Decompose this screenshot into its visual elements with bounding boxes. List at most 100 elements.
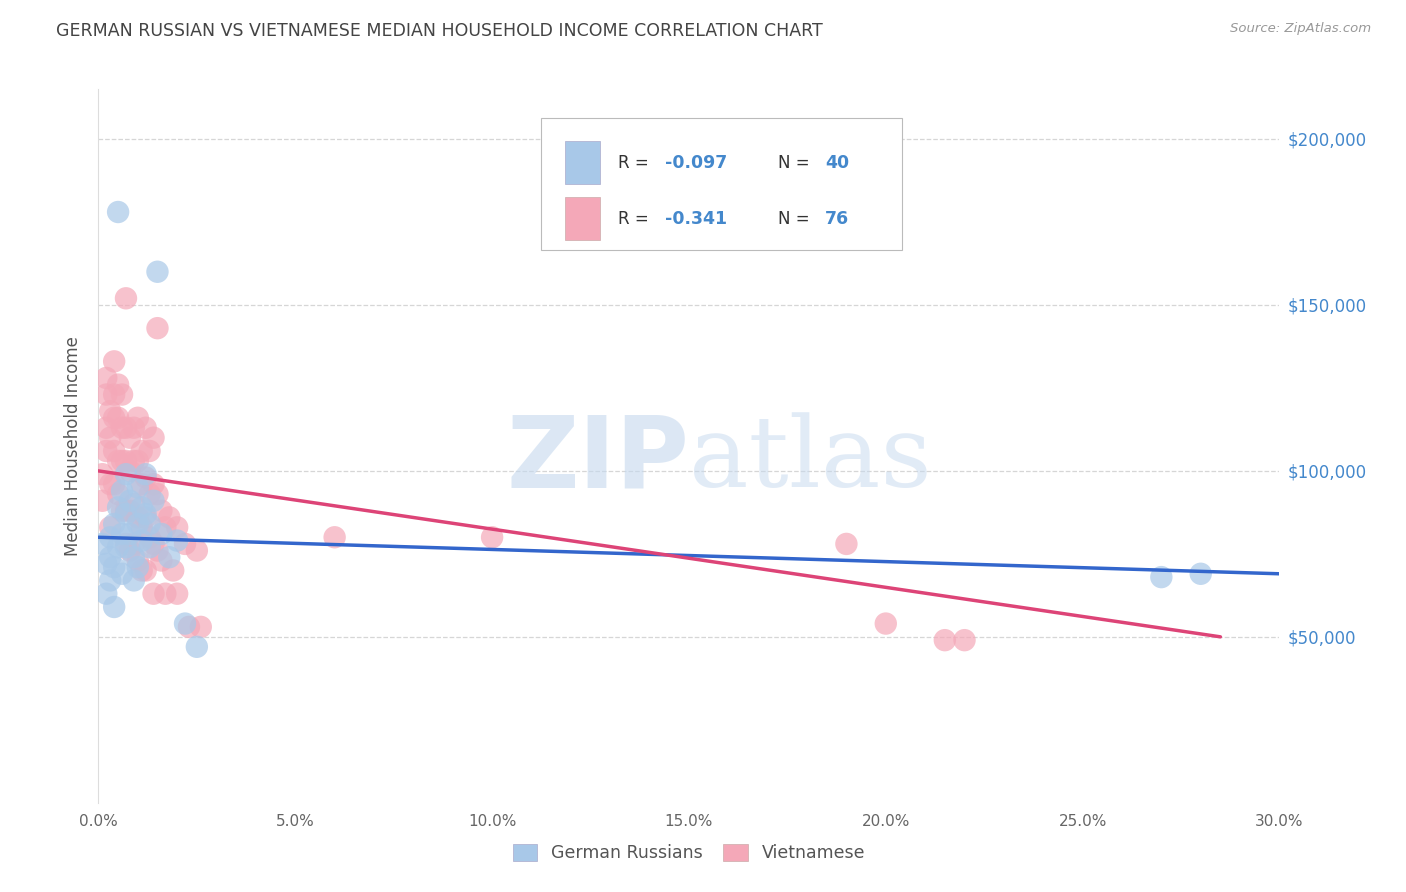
Point bbox=[111, 504, 134, 518]
Point bbox=[138, 487, 160, 501]
Text: R =: R = bbox=[619, 210, 659, 227]
Point bbox=[835, 537, 858, 551]
Point bbox=[157, 510, 180, 524]
Point bbox=[186, 640, 208, 654]
Text: atlas: atlas bbox=[689, 412, 932, 508]
Text: -0.341: -0.341 bbox=[665, 210, 727, 227]
Point bbox=[107, 500, 129, 515]
Point bbox=[91, 537, 114, 551]
Text: 40: 40 bbox=[825, 153, 849, 171]
Text: R =: R = bbox=[619, 153, 654, 171]
Point bbox=[131, 564, 153, 578]
Point bbox=[115, 454, 138, 468]
Point bbox=[953, 633, 976, 648]
Text: N =: N = bbox=[778, 153, 814, 171]
Point bbox=[135, 470, 157, 484]
Point bbox=[115, 504, 138, 518]
Point bbox=[118, 543, 141, 558]
Point bbox=[166, 520, 188, 534]
Point bbox=[155, 587, 177, 601]
Point bbox=[107, 205, 129, 219]
Text: GERMAN RUSSIAN VS VIETNAMESE MEDIAN HOUSEHOLD INCOME CORRELATION CHART: GERMAN RUSSIAN VS VIETNAMESE MEDIAN HOUS… bbox=[56, 22, 823, 40]
Point bbox=[150, 527, 173, 541]
Point bbox=[146, 543, 169, 558]
Point bbox=[127, 410, 149, 425]
Point bbox=[118, 464, 141, 478]
Point bbox=[1189, 566, 1212, 581]
Point bbox=[98, 530, 121, 544]
Point bbox=[174, 537, 197, 551]
Point bbox=[98, 477, 121, 491]
Point bbox=[115, 540, 138, 554]
Point bbox=[142, 431, 165, 445]
Point bbox=[875, 616, 897, 631]
Point bbox=[131, 520, 153, 534]
Point bbox=[142, 537, 165, 551]
Point bbox=[96, 421, 118, 435]
Point bbox=[103, 444, 125, 458]
Point bbox=[91, 493, 114, 508]
Point bbox=[150, 504, 173, 518]
Point bbox=[103, 387, 125, 401]
Point bbox=[96, 587, 118, 601]
Point bbox=[107, 454, 129, 468]
Point bbox=[115, 507, 138, 521]
Text: ZIP: ZIP bbox=[506, 412, 689, 508]
Point bbox=[122, 421, 145, 435]
Point bbox=[98, 431, 121, 445]
Point bbox=[142, 493, 165, 508]
Point bbox=[131, 477, 153, 491]
Point bbox=[107, 540, 129, 554]
Point bbox=[111, 387, 134, 401]
Point bbox=[323, 530, 346, 544]
Point bbox=[146, 321, 169, 335]
Point bbox=[103, 477, 125, 491]
Point bbox=[127, 553, 149, 567]
Point bbox=[115, 537, 138, 551]
Point bbox=[122, 497, 145, 511]
Text: Source: ZipAtlas.com: Source: ZipAtlas.com bbox=[1230, 22, 1371, 36]
Point bbox=[111, 421, 134, 435]
Point bbox=[118, 527, 141, 541]
Point bbox=[142, 587, 165, 601]
Point bbox=[118, 504, 141, 518]
Bar bbox=[565, 141, 600, 184]
Point bbox=[190, 620, 212, 634]
Point bbox=[122, 454, 145, 468]
Point bbox=[138, 530, 160, 544]
Point bbox=[177, 620, 200, 634]
Point bbox=[135, 467, 157, 482]
Point bbox=[131, 500, 153, 515]
Point bbox=[138, 540, 160, 554]
Point bbox=[107, 410, 129, 425]
Point bbox=[98, 550, 121, 565]
Point bbox=[115, 467, 138, 482]
Point bbox=[174, 616, 197, 631]
Point bbox=[96, 557, 118, 571]
Point bbox=[127, 516, 149, 531]
Point bbox=[115, 421, 138, 435]
Legend: German Russians, Vietnamese: German Russians, Vietnamese bbox=[506, 837, 872, 869]
Point bbox=[127, 510, 149, 524]
Point bbox=[166, 587, 188, 601]
Point bbox=[135, 510, 157, 524]
Point bbox=[135, 564, 157, 578]
Point bbox=[155, 520, 177, 534]
Point bbox=[103, 410, 125, 425]
Point bbox=[146, 487, 169, 501]
Point bbox=[135, 421, 157, 435]
Y-axis label: Median Household Income: Median Household Income bbox=[65, 336, 83, 556]
Point bbox=[122, 550, 145, 565]
Point bbox=[122, 574, 145, 588]
Point bbox=[118, 493, 141, 508]
Point bbox=[103, 354, 125, 368]
Text: 76: 76 bbox=[825, 210, 849, 227]
Point bbox=[111, 483, 134, 498]
Text: -0.097: -0.097 bbox=[665, 153, 727, 171]
Point bbox=[115, 291, 138, 305]
Point bbox=[481, 530, 503, 544]
Point bbox=[107, 377, 129, 392]
Point bbox=[131, 533, 153, 548]
Text: N =: N = bbox=[778, 210, 814, 227]
Point bbox=[150, 553, 173, 567]
